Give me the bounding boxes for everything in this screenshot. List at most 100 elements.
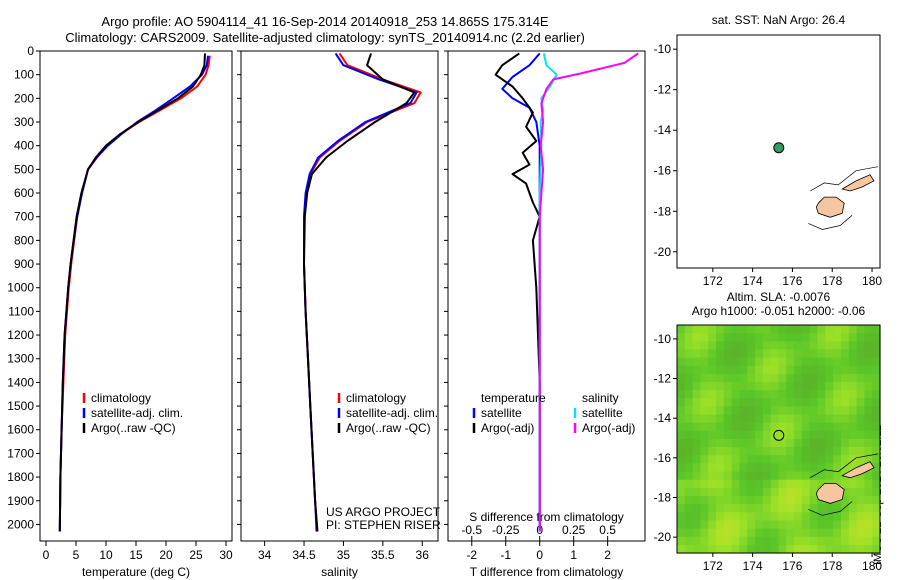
sla-cell bbox=[716, 349, 725, 359]
sla-cell bbox=[723, 471, 733, 481]
y-tick-label: 1400 bbox=[7, 375, 34, 389]
sla-cell bbox=[700, 398, 709, 407]
sla-cell bbox=[872, 544, 881, 554]
sla-cell bbox=[833, 414, 842, 424]
sla-cell bbox=[794, 520, 803, 530]
sla-cell bbox=[755, 455, 764, 464]
series-line-salinity-profile bbox=[303, 52, 418, 532]
sla-cell bbox=[856, 406, 865, 416]
sla-cell bbox=[762, 382, 772, 391]
sla-cell bbox=[708, 487, 717, 497]
sla-cell bbox=[739, 520, 748, 530]
sla-cell bbox=[817, 357, 826, 367]
sla-cell bbox=[856, 528, 865, 538]
sla-cell bbox=[794, 333, 803, 342]
map-y-tick-label: -20 bbox=[654, 245, 672, 259]
sla-cell bbox=[762, 325, 772, 334]
sla-cell bbox=[716, 447, 725, 456]
sla-cell bbox=[841, 504, 850, 513]
sla-cell bbox=[700, 528, 709, 538]
sla-cell bbox=[723, 406, 733, 416]
sla-cell bbox=[716, 512, 725, 521]
sla-cell bbox=[801, 536, 811, 546]
sla-cell bbox=[770, 520, 780, 530]
legend-title-temperature: temperature bbox=[481, 391, 546, 405]
sla-cell bbox=[872, 471, 881, 481]
sla-cell bbox=[817, 398, 826, 407]
sla-cell bbox=[856, 487, 865, 497]
sla-cell bbox=[708, 414, 717, 424]
sla-cell bbox=[747, 504, 756, 513]
sla-cell bbox=[755, 520, 764, 530]
y-tick-label: 1500 bbox=[7, 399, 34, 413]
sla-cell bbox=[755, 463, 764, 473]
map-layer: 172 174 176 178 180 -10 -12 -14 -16 -18 -20 sat. SS… bbox=[654, 13, 883, 573]
sla-cell bbox=[864, 398, 873, 407]
sla-cell bbox=[731, 496, 741, 505]
sla-cell bbox=[716, 536, 725, 546]
sla-cell bbox=[864, 471, 873, 481]
panel-frame-difference bbox=[447, 50, 646, 542]
sla-cell bbox=[864, 520, 873, 530]
sla-cell bbox=[770, 439, 780, 448]
reef-outline bbox=[810, 166, 879, 192]
sla-cell bbox=[716, 455, 725, 464]
sla-cell bbox=[794, 382, 803, 391]
sla-cell bbox=[801, 471, 811, 481]
sla-cell bbox=[801, 496, 811, 505]
sla-cell bbox=[770, 455, 780, 464]
series-line-temperature-profile bbox=[58, 55, 211, 532]
sla-cell bbox=[692, 390, 701, 399]
sla-cell bbox=[747, 349, 756, 359]
sla-cell bbox=[723, 487, 733, 497]
sla-cell bbox=[825, 430, 834, 440]
sla-cell bbox=[825, 333, 834, 342]
sla-cell bbox=[762, 496, 772, 505]
reef-outline bbox=[810, 453, 879, 479]
sla-cell bbox=[848, 341, 858, 350]
sla-cell bbox=[841, 512, 850, 521]
sla-cell bbox=[747, 487, 756, 497]
sla-cell bbox=[817, 406, 826, 416]
sla-cell bbox=[755, 341, 764, 350]
sla-map-subtitle: Argo h1000: -0.051 h2000: -0.06 bbox=[692, 304, 866, 318]
sla-cell bbox=[747, 528, 756, 538]
sla-cell bbox=[692, 341, 701, 350]
sla-cell bbox=[716, 439, 725, 448]
sla-cell bbox=[723, 463, 733, 473]
sla-cell bbox=[677, 430, 686, 440]
sla-cell bbox=[692, 382, 701, 391]
sla-cell bbox=[833, 520, 842, 530]
sla-cell bbox=[747, 333, 756, 342]
sla-cell bbox=[770, 447, 780, 456]
sla-cell bbox=[739, 487, 748, 497]
sla-cell bbox=[801, 365, 811, 375]
sla-cell bbox=[794, 504, 803, 513]
sla-cell bbox=[747, 390, 756, 399]
sla-cell bbox=[747, 536, 756, 546]
sla-cell bbox=[755, 422, 764, 432]
sla-cell bbox=[684, 373, 694, 383]
sla-cell bbox=[856, 333, 865, 342]
sla-cell bbox=[770, 430, 780, 440]
sla-cell bbox=[856, 471, 865, 481]
sla-cell bbox=[762, 422, 772, 432]
sla-cell bbox=[778, 455, 787, 464]
sla-cell bbox=[692, 373, 701, 383]
y-tick-label: 600 bbox=[14, 186, 34, 200]
sla-cell bbox=[747, 455, 756, 464]
sla-cell bbox=[677, 406, 686, 416]
x-tick-label-difference: 0 bbox=[536, 548, 543, 562]
sla-cell bbox=[755, 496, 764, 505]
sla-cell bbox=[755, 487, 764, 497]
sla-cell bbox=[747, 520, 756, 530]
map-frame-sst-map bbox=[676, 34, 881, 269]
sla-cell bbox=[716, 365, 725, 375]
sla-cell bbox=[692, 349, 701, 359]
y-tick-label: 400 bbox=[14, 139, 34, 153]
sla-cell bbox=[700, 406, 709, 416]
sla-cell bbox=[786, 496, 795, 505]
sla-cell bbox=[739, 325, 748, 334]
sla-cell bbox=[794, 422, 803, 432]
sla-cell bbox=[716, 341, 725, 350]
